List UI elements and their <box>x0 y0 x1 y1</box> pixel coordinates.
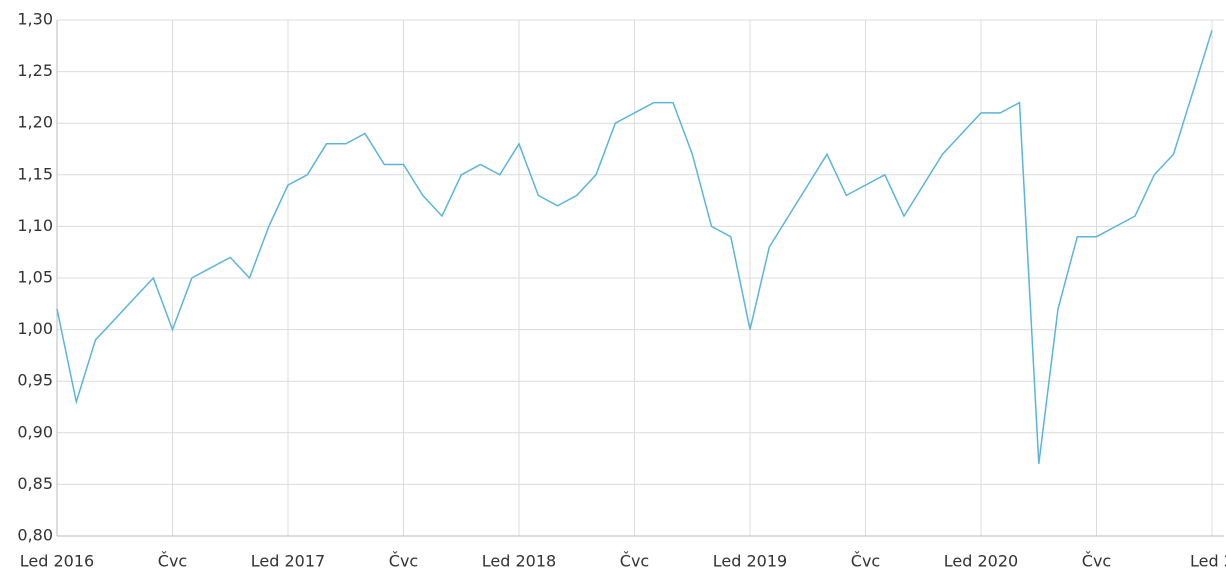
x-tick-label: Čvc <box>389 552 418 571</box>
y-tick-label: 0,95 <box>17 371 53 390</box>
x-tick-label: Led 2 <box>1190 552 1226 571</box>
x-tick-label: Čvc <box>158 552 187 571</box>
x-tick-label: Led 2019 <box>713 552 787 571</box>
y-tick-label: 0,90 <box>17 422 53 441</box>
y-tick-label: 0,80 <box>17 526 53 545</box>
y-tick-label: 1,10 <box>17 216 53 235</box>
y-tick-label: 0,85 <box>17 474 53 493</box>
y-tick-label: 1,05 <box>17 268 53 287</box>
x-tick-label: Led 2016 <box>20 552 94 571</box>
data-line <box>56 30 1213 464</box>
x-tick-label: Čvc <box>620 552 649 571</box>
x-tick-label: Led 2017 <box>251 552 325 571</box>
y-tick-label: 1,30 <box>17 10 53 29</box>
y-tick-label: 1,20 <box>17 113 53 132</box>
y-tick-label: 1,15 <box>17 164 53 183</box>
x-tick-label: Čvc <box>1082 552 1111 571</box>
x-tick-label: Čvc <box>851 552 880 571</box>
y-tick-label: 1,25 <box>17 61 53 80</box>
x-tick-label: Led 2020 <box>944 552 1018 571</box>
y-tick-label: 1,00 <box>17 319 53 338</box>
x-tick-label: Led 2018 <box>482 552 556 571</box>
